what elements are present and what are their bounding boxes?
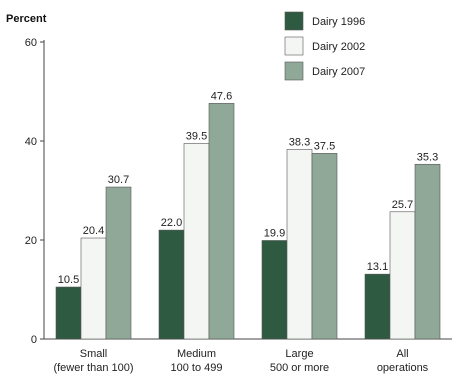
bar xyxy=(183,143,210,340)
category-label-line: (fewer than 100) xyxy=(53,362,133,374)
category-label-line: operations xyxy=(377,362,429,374)
data-label: 10.5 xyxy=(58,274,79,286)
data-label: 22.0 xyxy=(161,217,182,229)
data-labels: 10.5 22.0 19.9 13.1 20.4 39.5 38.3 25.7 30.7 47.6… xyxy=(58,90,438,286)
category-label-line: Large xyxy=(285,348,313,360)
category-label: Small (fewer than 100) xyxy=(53,348,133,374)
data-label: 37.5 xyxy=(314,140,335,152)
y-tick-label: 0 xyxy=(31,334,37,346)
bars xyxy=(55,103,441,340)
bar xyxy=(389,211,416,340)
category-label: Medium 100 to 499 xyxy=(171,348,223,374)
legend-swatch xyxy=(284,36,304,56)
bar xyxy=(158,229,185,340)
category-label-line: Medium xyxy=(177,348,216,360)
category-label-line: 100 to 499 xyxy=(171,362,223,374)
legend-label: Dairy 2007 xyxy=(312,66,365,78)
category-labels: Small (fewer than 100) Medium 100 to 499 Lar… xyxy=(53,348,428,374)
bar xyxy=(80,237,107,340)
data-label: 30.7 xyxy=(108,174,129,186)
data-label: 47.6 xyxy=(211,90,232,102)
bar xyxy=(55,286,82,340)
legend-swatch xyxy=(284,11,304,31)
data-label: 19.9 xyxy=(264,227,285,239)
category-label: All operations xyxy=(377,348,429,374)
data-label: 35.3 xyxy=(417,151,438,163)
y-tick-label: 40 xyxy=(25,136,37,148)
bar xyxy=(105,186,132,340)
y-axis-title: Percent xyxy=(6,13,47,25)
y-tick-label: 60 xyxy=(25,37,37,49)
legend: Dairy 1996 Dairy 2002 Dairy 2007 xyxy=(284,11,365,81)
bar xyxy=(311,153,338,340)
data-label: 13.1 xyxy=(367,261,388,273)
category-label-line: Small xyxy=(80,348,108,360)
y-tick-label: 20 xyxy=(25,235,37,247)
data-label: 20.4 xyxy=(83,225,104,237)
bar xyxy=(414,163,441,340)
legend-swatch xyxy=(284,61,304,81)
category-label: Large 500 or more xyxy=(270,348,329,374)
legend-label: Dairy 1996 xyxy=(312,16,365,28)
bar xyxy=(286,149,313,340)
category-label-line: All xyxy=(396,348,408,360)
bar xyxy=(261,240,288,340)
data-label: 39.5 xyxy=(186,130,207,142)
bar xyxy=(364,273,391,340)
data-label: 38.3 xyxy=(289,136,310,148)
data-label: 25.7 xyxy=(392,199,413,211)
category-label-line: 500 or more xyxy=(270,362,329,374)
legend-label: Dairy 2002 xyxy=(312,41,365,53)
bar xyxy=(208,103,235,340)
